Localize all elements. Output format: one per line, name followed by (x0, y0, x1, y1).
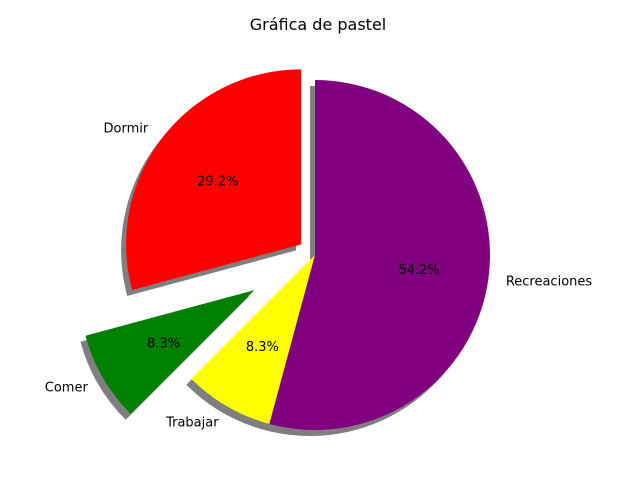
slice-dormir (126, 69, 302, 291)
percent-label-comer: 8.3% (147, 337, 180, 352)
slice-trabajar (191, 255, 315, 424)
slice-recreaciones (269, 80, 491, 431)
percent-label-dormir: 29.2% (197, 175, 238, 190)
slice-comer (85, 290, 255, 414)
category-label-comer: Comer (45, 380, 89, 395)
percent-label-trabajar: 8.3% (246, 340, 279, 355)
percent-label-recreaciones: 54.2% (398, 263, 439, 278)
category-label-dormir: Dormir (104, 121, 149, 136)
pie-slices (85, 69, 491, 431)
category-label-trabajar: Trabajar (165, 416, 219, 431)
category-label-recreaciones: Recreaciones (506, 274, 593, 289)
pie-labels: Dormir 29.2% Comer 8.3% Trabajar 8.3% Recreaci… (45, 121, 593, 430)
chart-title: Gráfica de pastel (250, 15, 387, 34)
